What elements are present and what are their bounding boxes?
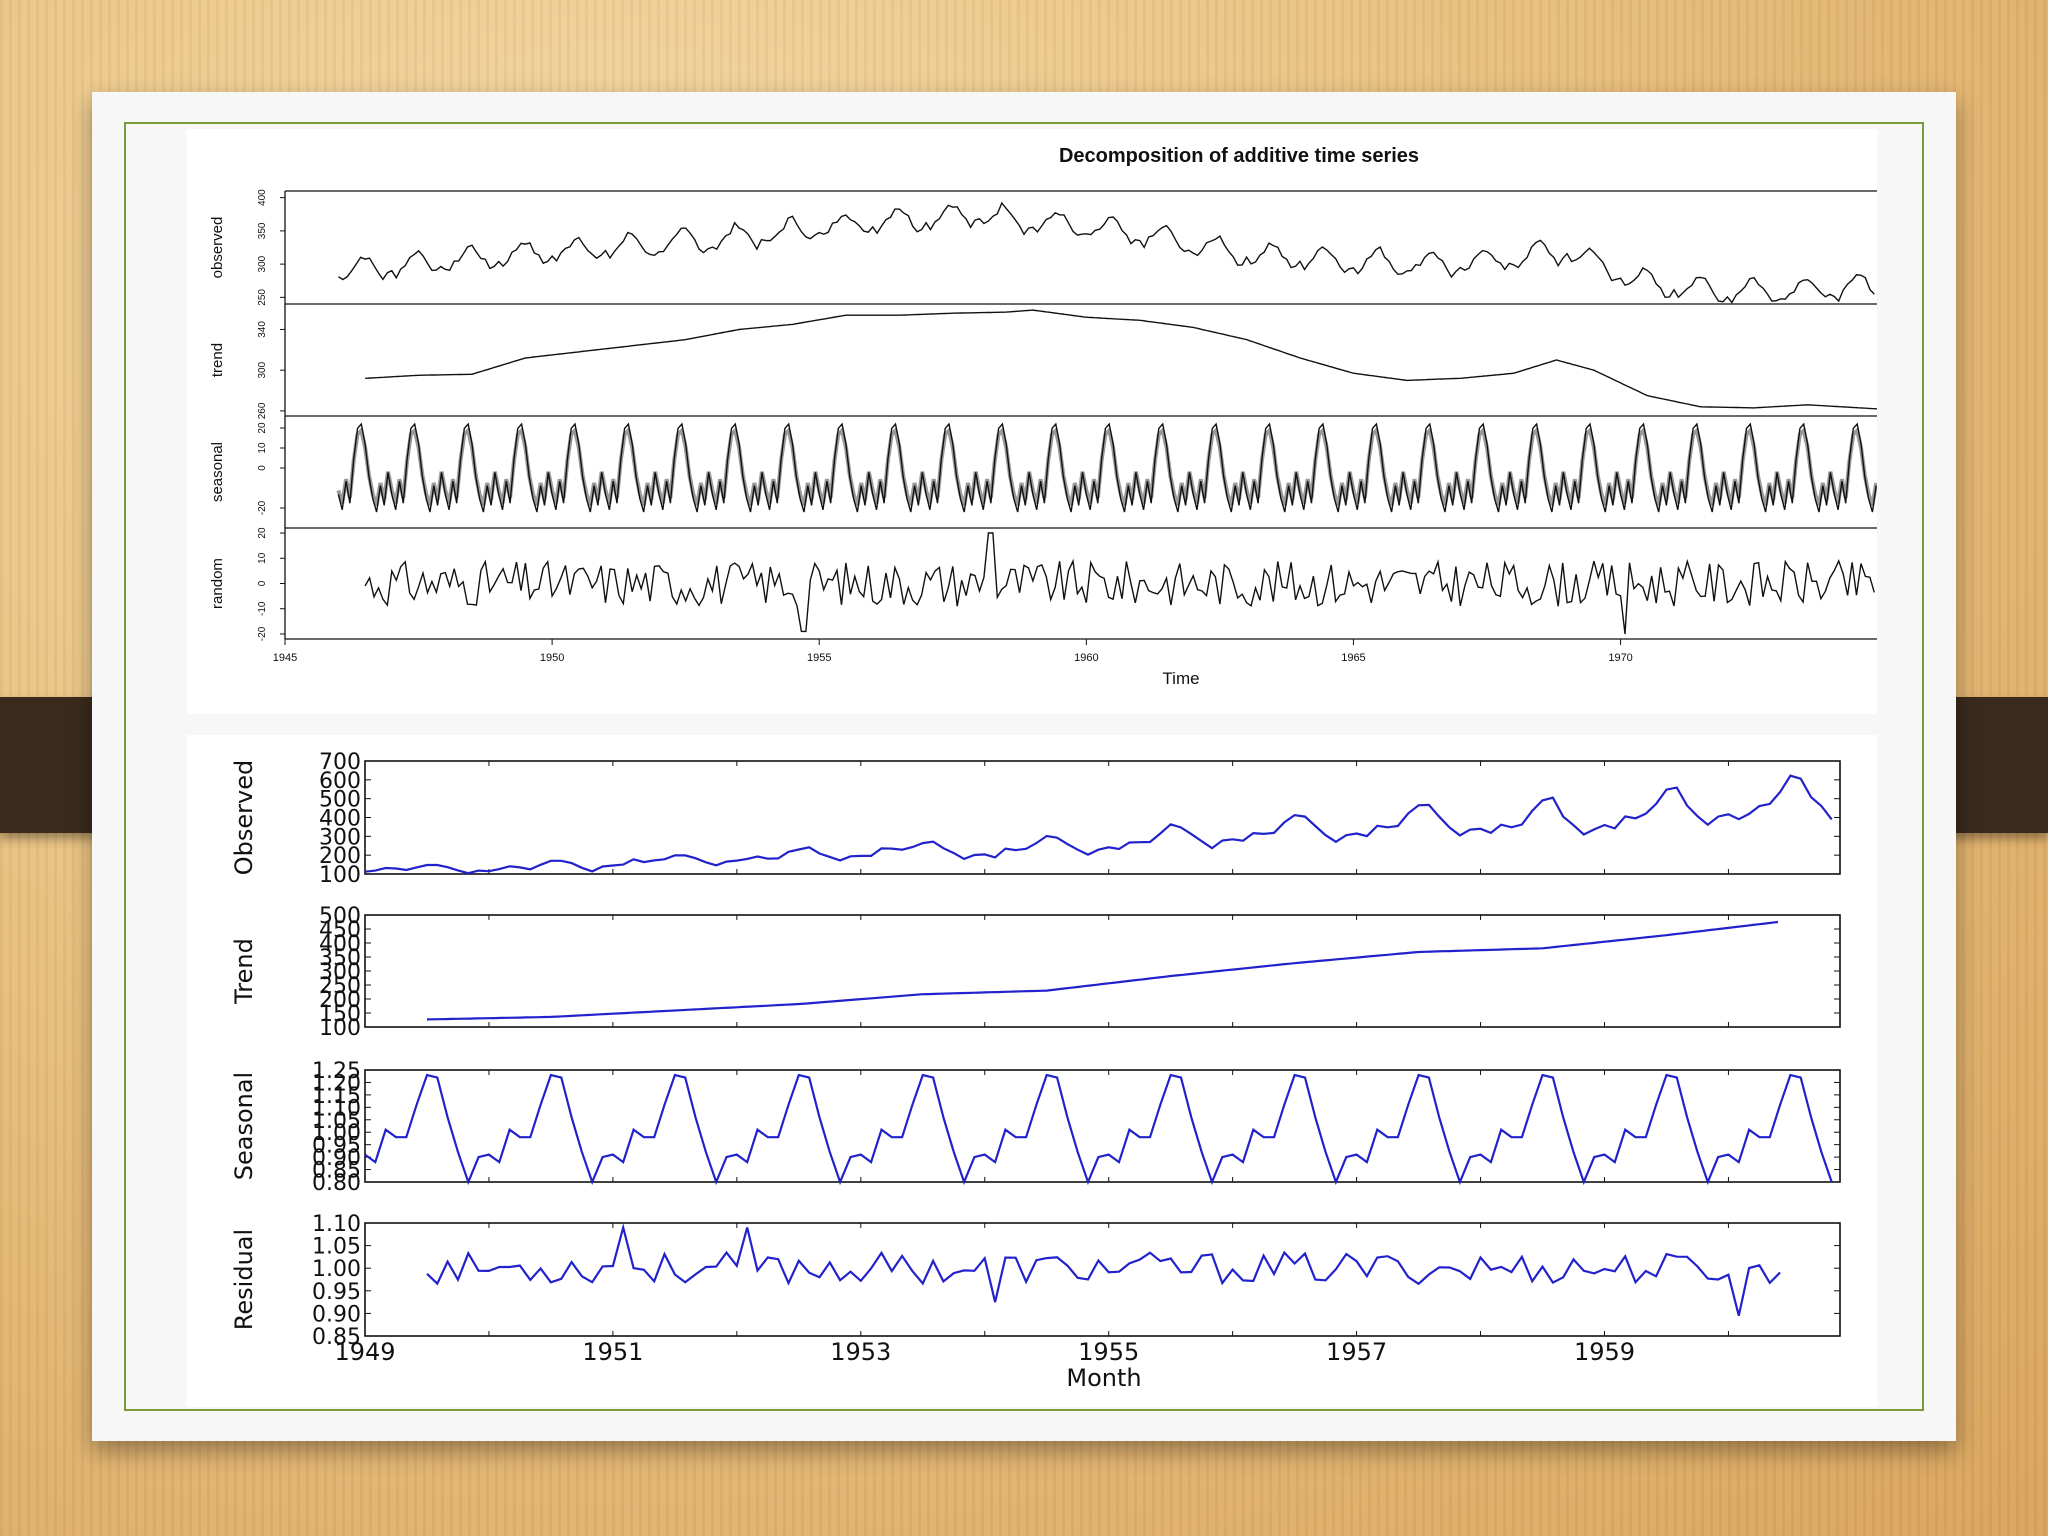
x-tick-label: 1950 — [540, 652, 564, 664]
y-tick-label: 300 — [257, 361, 268, 378]
y-tick-label: 0.85 — [312, 1159, 361, 1184]
panel-label-random: random — [209, 558, 226, 609]
x-tick-label: 1955 — [807, 652, 831, 664]
panel-frame-Observed — [364, 760, 1841, 875]
y-tick-label: 150 — [319, 1002, 361, 1027]
y-tick-label: 10 — [257, 552, 268, 564]
y-tick-label: 0.90 — [312, 1146, 361, 1171]
x-tick-label: 1955 — [1078, 1338, 1139, 1366]
y-tick-label: 1.00 — [312, 1121, 361, 1146]
y-tick-label: 0 — [257, 465, 268, 471]
y-tick-label: 250 — [257, 289, 268, 306]
series-line-Observed — [364, 774, 1833, 875]
y-tick-label: 0.90 — [312, 1302, 361, 1327]
y-tick-label: 1.05 — [312, 1109, 361, 1134]
x-tick-label: 1957 — [1326, 1338, 1387, 1366]
x-tick-label: 1970 — [1608, 652, 1632, 664]
series-line-Residual — [426, 1223, 1781, 1316]
chart-title: Decomposition of additive time series — [1059, 145, 1419, 167]
panel-frame-Seasonal — [364, 1069, 1841, 1183]
y-tick-label: 1.25 — [312, 1059, 361, 1084]
panel-label-Seasonal: Seasonal — [230, 1072, 258, 1180]
y-tick-label: 100 — [319, 1016, 361, 1041]
panel-label-seasonal: seasonal — [209, 442, 226, 502]
y-tick-label: 200 — [319, 844, 361, 869]
y-tick-label: 260 — [257, 402, 268, 419]
y-tick-label: 1.05 — [312, 1235, 361, 1260]
y-tick-label: 400 — [257, 189, 268, 206]
y-tick-label: 300 — [319, 960, 361, 985]
x-tick-label: 1945 — [273, 652, 297, 664]
y-tick-label: 250 — [319, 974, 361, 999]
panel-label-Trend: Trend — [230, 938, 258, 1005]
panel-frame-Residual — [364, 1222, 1841, 1337]
y-tick-label: 10 — [257, 442, 268, 454]
y-tick-label: 400 — [319, 807, 361, 832]
r-decomposition-figure: Decomposition of additive time series obs… — [187, 129, 1877, 714]
x-tick-label: 1953 — [830, 1338, 891, 1366]
y-tick-label: 20 — [257, 527, 268, 539]
series-line-Seasonal — [364, 1073, 1833, 1186]
panel-label-Observed: Observed — [230, 760, 258, 875]
python-decomposition-figure: Observed 100 200 300 400 500 600 700 Trend 100 150… — [187, 735, 1877, 1407]
y-tick-label: 0.95 — [312, 1134, 361, 1159]
y-tick-label: 500 — [319, 904, 361, 929]
y-tick-label: 300 — [319, 825, 361, 850]
y-tick-label: 1.20 — [312, 1071, 361, 1096]
y-tick-label: 400 — [319, 932, 361, 957]
series-line-Trend — [426, 920, 1779, 1021]
y-tick-label: 1.15 — [312, 1084, 361, 1109]
x-tick-label: 1951 — [582, 1338, 643, 1366]
y-tick-label: 300 — [257, 255, 268, 272]
y-tick-label: 700 — [319, 750, 361, 775]
y-tick-label: -20 — [257, 500, 268, 515]
python-decomposition-chart: Observed100200300400500600700Trend100150… — [230, 750, 1841, 1392]
y-tick-label: 1.00 — [312, 1257, 361, 1282]
panel-label-observed: observed — [209, 217, 226, 279]
y-tick-label: 1.10 — [312, 1096, 361, 1121]
x-tick-label: 1960 — [1074, 652, 1098, 664]
series-line-observed — [338, 201, 1875, 304]
panel-label-trend: trend — [209, 343, 226, 377]
y-tick-label: 0 — [257, 580, 268, 586]
y-tick-label: 0.95 — [312, 1280, 361, 1305]
y-tick-label: 340 — [257, 321, 268, 338]
y-tick-label: 350 — [257, 222, 268, 239]
slide-frame — [124, 122, 1924, 1411]
y-tick-label: 200 — [319, 988, 361, 1013]
x-tick-label: 1949 — [334, 1338, 395, 1366]
x-axis-label: Month — [1066, 1364, 1141, 1392]
y-tick-label: 450 — [319, 918, 361, 943]
y-tick-label: 500 — [319, 788, 361, 813]
series-line-seasonal — [337, 422, 1877, 513]
y-tick-label: -20 — [257, 626, 268, 641]
x-tick-label: 1959 — [1574, 1338, 1635, 1366]
y-tick-label: 1.10 — [312, 1212, 361, 1237]
y-tick-label: 350 — [319, 946, 361, 971]
series-line-random — [364, 532, 1875, 635]
r-decomposition-chart: Decomposition of additive time series obs… — [209, 145, 1877, 688]
x-tick-label: 1965 — [1341, 652, 1365, 664]
panel-label-Residual: Residual — [230, 1229, 258, 1330]
y-tick-label: 100 — [319, 863, 361, 888]
y-tick-label: 20 — [257, 422, 268, 434]
x-axis-label: Time — [1162, 669, 1199, 688]
y-tick-label: 0.80 — [312, 1171, 361, 1196]
series-line-trend — [365, 309, 1877, 410]
y-tick-label: 600 — [319, 769, 361, 794]
panel-frame-Trend — [364, 914, 1841, 1028]
y-tick-label: 0.85 — [312, 1325, 361, 1350]
y-tick-label: -10 — [257, 601, 268, 616]
